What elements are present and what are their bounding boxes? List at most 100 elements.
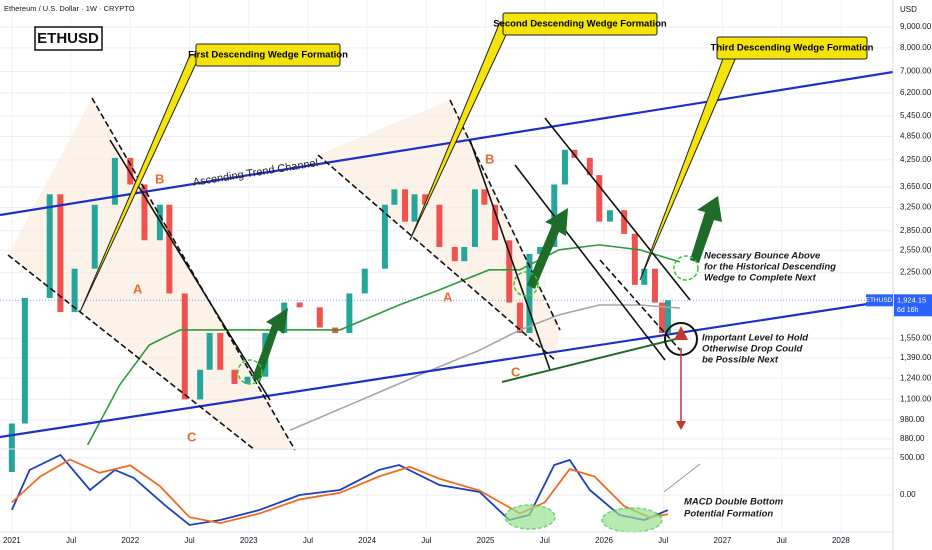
candle bbox=[596, 175, 603, 222]
y-tick-label: 4,850.00 bbox=[900, 132, 932, 141]
candle bbox=[506, 240, 513, 303]
candle bbox=[296, 302, 303, 308]
callout-boxes bbox=[195, 12, 868, 67]
x-tick-label: 2026 bbox=[595, 536, 613, 545]
candle bbox=[621, 210, 628, 234]
note: Necessary Bounce Above bbox=[704, 251, 821, 262]
candle bbox=[516, 302, 523, 333]
candle bbox=[231, 369, 238, 384]
bounce-arrows bbox=[252, 196, 722, 382]
price-tag-box bbox=[894, 294, 932, 317]
y-tick-label: 1,550.00 bbox=[900, 334, 932, 343]
candle bbox=[561, 149, 568, 185]
note: Otherwise Drop Could bbox=[702, 344, 802, 355]
candle bbox=[631, 233, 638, 285]
x-tick-label: Jul bbox=[184, 536, 194, 545]
candle bbox=[166, 204, 173, 294]
candle bbox=[206, 332, 213, 370]
note: for the Historical Descending bbox=[704, 262, 836, 273]
candle bbox=[391, 189, 398, 205]
candle bbox=[492, 204, 499, 241]
candle bbox=[141, 184, 148, 241]
y-tick-label: 0.00 bbox=[900, 490, 916, 499]
ma-long bbox=[501, 337, 681, 383]
candle bbox=[461, 246, 468, 262]
candle bbox=[537, 246, 544, 254]
candle bbox=[361, 268, 368, 294]
y-tick-label: 9,000.00 bbox=[900, 22, 932, 31]
x-tick-label: Jul bbox=[303, 536, 313, 545]
channel-upper bbox=[0, 70, 894, 217]
x-tick-label: 2027 bbox=[714, 536, 732, 545]
y-tick-label: 2,250.00 bbox=[900, 268, 932, 277]
candle bbox=[664, 300, 671, 333]
point-label: A bbox=[443, 289, 453, 304]
callout-text: First Descending Wedge Formation bbox=[188, 50, 348, 61]
candle bbox=[127, 157, 134, 185]
note: Important Level to Hold bbox=[702, 333, 808, 344]
y-tick-label: 1,100.00 bbox=[900, 394, 932, 403]
candle bbox=[197, 369, 204, 400]
x-tick-label: Jul bbox=[421, 536, 431, 545]
callout-text: Second Descending Wedge Formation bbox=[493, 19, 667, 30]
y-tick-label: 980.00 bbox=[900, 415, 925, 424]
candle bbox=[526, 253, 533, 333]
x-tick-label: 2023 bbox=[240, 536, 258, 545]
candle bbox=[8, 423, 15, 473]
channel-lower bbox=[0, 298, 894, 439]
drop-arrow-head bbox=[676, 421, 686, 430]
point-label: C bbox=[187, 429, 197, 444]
x-tick-label: 2028 bbox=[832, 536, 850, 545]
candle bbox=[217, 332, 224, 370]
callout-text: Third Descending Wedge Formation bbox=[711, 43, 874, 54]
x-tick-label: 2021 bbox=[3, 536, 21, 545]
macd-line bbox=[11, 458, 669, 525]
y-tick-label: 500.00 bbox=[900, 453, 925, 462]
wedge-lines bbox=[7, 97, 691, 451]
candle bbox=[46, 194, 53, 298]
note: MACD Double Bottom bbox=[684, 497, 784, 508]
candle bbox=[436, 204, 443, 247]
candle bbox=[641, 268, 648, 285]
point-label: B bbox=[485, 151, 494, 166]
circles bbox=[237, 255, 699, 533]
note: Potential Formation bbox=[684, 509, 773, 520]
x-tick-label: Jul bbox=[658, 536, 668, 545]
x-tick-label: 2024 bbox=[358, 536, 376, 545]
y-tick-label: 6,200.00 bbox=[900, 88, 932, 97]
level-arrow bbox=[674, 326, 688, 340]
candle bbox=[451, 246, 458, 262]
price-tag-countdown: 6d 16h bbox=[897, 307, 919, 314]
candle bbox=[381, 204, 388, 269]
moving-average bbox=[86, 244, 681, 446]
macd-line bbox=[11, 453, 669, 526]
ticker-badge: ETHUSD bbox=[37, 30, 99, 47]
candle bbox=[481, 189, 488, 205]
candle bbox=[422, 194, 429, 205]
point-label: A bbox=[133, 281, 143, 296]
candle bbox=[346, 293, 353, 333]
candle bbox=[71, 268, 78, 313]
grid bbox=[0, 0, 893, 532]
y-tick-label: 4,250.00 bbox=[900, 155, 932, 164]
price-tag-value: 1,924.15 bbox=[897, 295, 926, 304]
x-tick-label: Jul bbox=[66, 536, 76, 545]
candle bbox=[411, 194, 418, 222]
symbol-title: Ethereum / U.S. Dollar · 1W · CRYPTO bbox=[4, 4, 135, 13]
x-tick-label: 2025 bbox=[477, 536, 495, 545]
y-tick-label: 3,250.00 bbox=[900, 203, 932, 212]
y-tick-label: 2,850.00 bbox=[900, 226, 932, 235]
moving-average bbox=[289, 304, 680, 431]
note: Wedge to Complete Next bbox=[704, 273, 817, 284]
point-label: B bbox=[155, 171, 164, 186]
y-tick-label: 1,240.00 bbox=[900, 373, 932, 382]
plot bbox=[0, 149, 893, 526]
axes: 2021 Jul 2022 Jul 2023 Jul 2024 Jul 2025 Jul 2026 J… bbox=[3, 22, 932, 545]
candle bbox=[606, 210, 613, 222]
candle bbox=[21, 297, 28, 424]
y-tick-label: 1,390.00 bbox=[900, 353, 932, 362]
candle bbox=[111, 157, 118, 205]
candle bbox=[651, 268, 658, 303]
